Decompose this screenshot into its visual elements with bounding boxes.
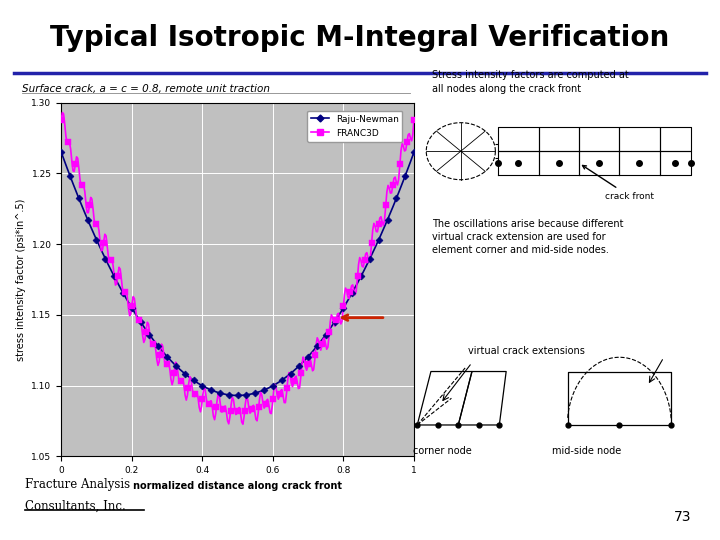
Text: virtual crack extensions: virtual crack extensions — [468, 346, 585, 356]
Text: mid-side node: mid-side node — [552, 446, 621, 456]
Text: 73: 73 — [674, 510, 691, 524]
Text: Fracture Analysis: Fracture Analysis — [25, 478, 130, 491]
Text: Stress intensity factors are computed at: Stress intensity factors are computed at — [432, 70, 629, 80]
X-axis label: normalized distance along crack front: normalized distance along crack front — [133, 481, 342, 490]
Text: The oscillations arise because different
virtual crack extension are used for
el: The oscillations arise because different… — [432, 219, 624, 255]
Text: all nodes along the crack front: all nodes along the crack front — [432, 84, 581, 94]
Text: Consultants, Inc.: Consultants, Inc. — [25, 500, 126, 512]
Text: Typical Isotropic M-Integral Verification: Typical Isotropic M-Integral Verificatio… — [50, 24, 670, 52]
Text: crack front: crack front — [582, 165, 654, 200]
Legend: Raju-Newman, FRANC3D: Raju-Newman, FRANC3D — [307, 111, 402, 141]
Y-axis label: stress intensity factor (psi*in^.5): stress intensity factor (psi*in^.5) — [16, 198, 26, 361]
Text: Surface crack, a = c = 0.8, remote unit traction: Surface crack, a = c = 0.8, remote unit … — [22, 84, 269, 94]
Text: corner node: corner node — [413, 446, 472, 456]
